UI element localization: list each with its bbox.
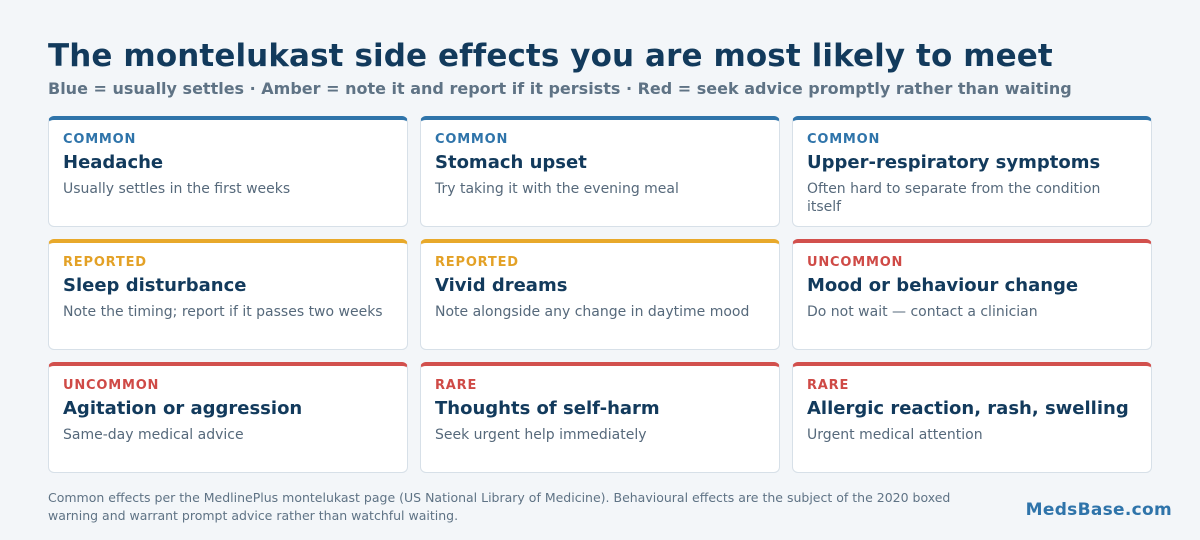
side-effect-advice: Seek urgent help immediately bbox=[435, 427, 647, 443]
side-effects-grid: COMMON Headache Usually settles in the f… bbox=[48, 116, 1152, 473]
side-effect-name: Upper-respiratory symptoms bbox=[807, 152, 1101, 173]
side-effect-advice: Often hard to separate from the conditio… bbox=[807, 181, 1101, 215]
side-effect-card: UNCOMMON Mood or behaviour change Do not… bbox=[792, 239, 1152, 350]
side-effect-name: Thoughts of self-harm bbox=[435, 398, 660, 419]
side-effect-name: Vivid dreams bbox=[435, 275, 568, 296]
side-effect-card: COMMON Stomach upset Try taking it with … bbox=[420, 116, 780, 227]
side-effect-name: Allergic reaction, rash, swelling bbox=[807, 398, 1129, 419]
side-effect-advice: Try taking it with the evening meal bbox=[435, 181, 679, 197]
side-effect-advice: Do not wait — contact a clinician bbox=[807, 304, 1038, 320]
frequency-tag: REPORTED bbox=[435, 255, 519, 270]
side-effect-advice: Same-day medical advice bbox=[63, 427, 244, 443]
side-effect-card: COMMON Headache Usually settles in the f… bbox=[48, 116, 408, 227]
color-legend-subtitle: Blue = usually settles · Amber = note it… bbox=[48, 79, 1072, 98]
brand-logo-text: MedsBase.com bbox=[1025, 500, 1172, 520]
side-effect-name: Mood or behaviour change bbox=[807, 275, 1079, 296]
side-effect-card: UNCOMMON Agitation or aggression Same-da… bbox=[48, 362, 408, 473]
side-effect-card: REPORTED Sleep disturbance Note the timi… bbox=[48, 239, 408, 350]
side-effect-card: RARE Thoughts of self-harm Seek urgent h… bbox=[420, 362, 780, 473]
side-effect-name: Agitation or aggression bbox=[63, 398, 303, 419]
frequency-tag: UNCOMMON bbox=[63, 378, 160, 393]
side-effect-name: Sleep disturbance bbox=[63, 275, 247, 296]
side-effect-name: Headache bbox=[63, 152, 164, 173]
source-footnote: Common effects per the MedlinePlus monte… bbox=[48, 490, 951, 523]
frequency-tag: REPORTED bbox=[63, 255, 147, 270]
side-effect-card: REPORTED Vivid dreams Note alongside any… bbox=[420, 239, 780, 350]
side-effect-advice: Note the timing; report if it passes two… bbox=[63, 304, 383, 320]
frequency-tag: UNCOMMON bbox=[807, 255, 904, 270]
frequency-tag: COMMON bbox=[63, 132, 137, 147]
frequency-tag: RARE bbox=[807, 378, 850, 393]
frequency-tag: COMMON bbox=[807, 132, 881, 147]
frequency-tag: COMMON bbox=[435, 132, 509, 147]
side-effect-card: RARE Allergic reaction, rash, swelling U… bbox=[792, 362, 1152, 473]
side-effect-advice: Urgent medical attention bbox=[807, 427, 983, 443]
side-effect-card: COMMON Upper-respiratory symptoms Often … bbox=[792, 116, 1152, 227]
side-effect-name: Stomach upset bbox=[435, 152, 587, 173]
side-effect-advice: Note alongside any change in daytime moo… bbox=[435, 304, 750, 320]
page-title: The montelukast side effects you are mos… bbox=[48, 38, 1053, 74]
frequency-tag: RARE bbox=[435, 378, 478, 393]
side-effect-advice: Usually settles in the first weeks bbox=[63, 181, 291, 197]
